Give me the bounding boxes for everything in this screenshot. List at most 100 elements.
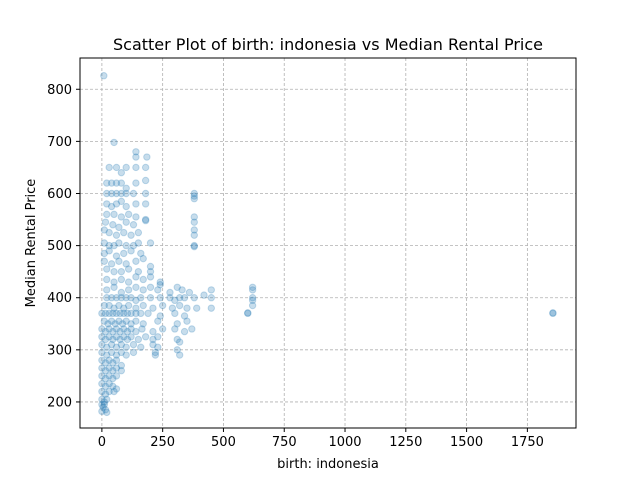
data-point <box>120 325 128 333</box>
data-point <box>109 221 117 229</box>
chart-title: Scatter Plot of birth: indonesia vs Medi… <box>113 35 543 54</box>
data-point <box>117 197 126 206</box>
data-point <box>103 408 111 417</box>
x-axis-label: birth: indonesia <box>277 457 379 472</box>
x-tick-label: 1000 <box>328 435 361 450</box>
data-point <box>103 210 111 219</box>
data-point <box>183 317 191 325</box>
data-point <box>117 189 126 198</box>
data-point <box>110 283 118 291</box>
data-point <box>110 387 118 396</box>
data-point <box>98 333 106 341</box>
data-point <box>98 364 106 372</box>
data-point <box>122 184 130 192</box>
data-point <box>110 304 118 312</box>
y-tick-label: 200 <box>47 395 72 410</box>
data-point <box>124 265 133 273</box>
data-point <box>117 361 126 370</box>
x-tick-label: 500 <box>211 435 236 450</box>
data-point <box>173 283 181 291</box>
data-point <box>112 385 121 393</box>
data-point <box>149 327 157 336</box>
data-point <box>101 366 110 375</box>
data-point <box>122 189 130 198</box>
data-point <box>98 340 106 349</box>
data-point <box>98 372 106 380</box>
data-point <box>248 286 257 294</box>
data-point <box>154 286 162 294</box>
data-point <box>146 273 155 281</box>
data-point <box>122 163 130 172</box>
data-point <box>112 325 121 333</box>
data-point <box>103 294 111 302</box>
data-point <box>100 400 109 409</box>
data-point <box>207 294 215 302</box>
data-point <box>248 301 257 310</box>
y-tick-label: 800 <box>47 83 72 98</box>
data-point <box>117 288 126 297</box>
data-point <box>105 228 113 237</box>
data-point <box>120 249 128 258</box>
data-point <box>120 309 128 318</box>
data-point <box>122 260 130 268</box>
data-point <box>122 294 130 302</box>
data-point <box>105 387 113 396</box>
data-point <box>156 278 164 286</box>
data-point <box>188 325 196 333</box>
data-point <box>105 372 113 380</box>
x-tick-label: 1750 <box>511 435 544 450</box>
data-point <box>103 200 111 208</box>
data-point <box>138 325 146 333</box>
data-point <box>139 275 147 284</box>
data-point <box>107 348 116 357</box>
data-point <box>146 239 155 247</box>
data-point <box>107 189 116 198</box>
data-point <box>117 366 126 375</box>
data-point <box>101 374 110 383</box>
data-point <box>151 348 160 357</box>
data-point <box>123 309 132 318</box>
data-point <box>134 239 143 247</box>
data-point <box>112 163 121 172</box>
data-point <box>137 249 145 258</box>
data-point <box>120 333 128 341</box>
data-point <box>100 249 109 258</box>
data-point <box>107 294 116 302</box>
data-point <box>207 304 215 312</box>
data-point <box>141 163 150 172</box>
data-point <box>124 210 133 219</box>
data-point <box>118 320 127 328</box>
data-point <box>175 301 184 310</box>
data-point <box>117 275 126 284</box>
data-point <box>115 317 123 325</box>
data-point <box>100 301 109 310</box>
data-point <box>190 226 198 234</box>
data-point <box>166 288 174 297</box>
data-point <box>101 359 110 367</box>
data-point <box>137 343 145 351</box>
x-tick-label: 1250 <box>389 435 422 450</box>
data-point <box>98 395 106 404</box>
data-point <box>154 343 162 351</box>
data-point <box>107 202 116 211</box>
data-point <box>117 294 126 302</box>
data-point <box>100 398 109 406</box>
data-point <box>146 262 155 271</box>
data-point <box>129 348 138 357</box>
data-point <box>124 301 133 310</box>
data-point <box>112 179 121 187</box>
data-point <box>109 309 117 318</box>
data-point <box>98 356 106 364</box>
data-point <box>132 179 140 187</box>
data-point <box>129 189 138 198</box>
data-point <box>101 335 110 344</box>
data-point <box>122 202 130 211</box>
data-point <box>154 317 162 325</box>
data-point <box>111 320 119 328</box>
data-point <box>156 280 164 289</box>
data-point <box>175 338 184 346</box>
data-point <box>112 364 121 372</box>
data-point <box>103 179 111 187</box>
data-point <box>110 278 118 286</box>
